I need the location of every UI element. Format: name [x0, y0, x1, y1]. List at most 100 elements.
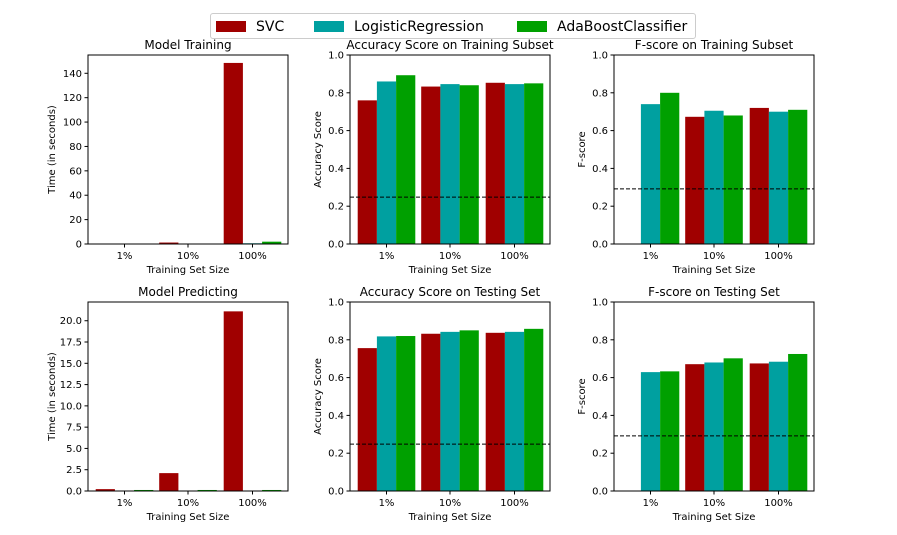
bar-chart5-series2-cat0	[660, 371, 680, 491]
ytick-label-chart5-1: 0.2	[592, 449, 608, 460]
xlabel-chart4: Training Set Size	[408, 512, 492, 523]
axes-frame-chart0	[87, 54, 289, 245]
bar-chart5-series1-cat0	[640, 372, 661, 491]
xtick-label-chart2-2: 100%	[764, 251, 793, 262]
xlabel-chart3: Training Set Size	[146, 512, 230, 523]
chart-title-5: F-score on Testing Set	[648, 285, 780, 299]
xtick-label-chart1-2: 100%	[500, 251, 529, 262]
bar-chart5-series2-cat2	[788, 353, 808, 491]
ytick-label-chart3-7: 17.5	[60, 338, 82, 349]
ytick-label-chart4-2: 0.4	[328, 411, 344, 422]
ytick-label-chart1-2: 0.4	[328, 164, 344, 175]
bar-chart2-series0-cat1	[685, 116, 705, 244]
ytick-label-chart2-2: 0.4	[592, 164, 608, 175]
xtick-label-chart2-1: 10%	[703, 251, 725, 262]
legend-label-logistic-regression: LogisticRegression	[354, 19, 484, 35]
legend-swatch-logistic-regression	[314, 21, 344, 32]
xtick-label-chart5-0: 1%	[643, 498, 659, 509]
ytick-label-chart5-3: 0.6	[592, 373, 608, 384]
ytick-label-chart1-4: 0.8	[328, 88, 344, 99]
ytick-label-chart2-4: 0.8	[592, 88, 608, 99]
xlabel-chart0: Training Set Size	[146, 265, 230, 276]
ytick-label-chart1-0: 0.0	[328, 240, 344, 251]
xtick-label-chart0-0: 1%	[117, 251, 133, 262]
bar-chart5-series0-cat2	[749, 363, 769, 491]
xlabel-chart2: Training Set Size	[672, 265, 756, 276]
ytick-label-chart0-7: 140	[63, 69, 82, 80]
ytick-label-chart1-1: 0.2	[328, 202, 344, 213]
ylabel-chart2: F-score	[577, 131, 588, 167]
bar-chart0-series0-cat2	[223, 62, 243, 245]
ytick-label-chart2-5: 1.0	[592, 51, 608, 62]
ytick-label-chart2-1: 0.2	[592, 202, 608, 213]
bar-chart3-series0-cat0	[95, 489, 115, 491]
bar-chart2-series1-cat0	[640, 104, 661, 244]
bar-chart1-series1-cat0	[376, 81, 397, 245]
ytick-label-chart0-4: 80	[69, 142, 82, 153]
chart-title-1: Accuracy Score on Training Subset	[346, 38, 553, 52]
bar-chart1-series0-cat2	[485, 82, 505, 244]
ylabel-chart0: Time (in seconds)	[47, 105, 58, 195]
ytick-label-chart5-4: 0.8	[592, 335, 608, 346]
legend-label-svc: SVC	[256, 19, 285, 35]
bar-chart1-series1-cat2	[504, 84, 525, 244]
bar-chart5-series1-cat1	[704, 362, 724, 491]
bar-chart2-series0-cat2	[749, 107, 769, 244]
ytick-label-chart3-8: 20.0	[60, 316, 82, 327]
bar-chart4-series1-cat2	[504, 331, 525, 491]
xtick-label-chart3-0: 1%	[117, 498, 133, 509]
xtick-label-chart5-2: 100%	[764, 498, 793, 509]
bar-chart1-series1-cat1	[440, 84, 460, 244]
ytick-label-chart4-3: 0.6	[328, 373, 344, 384]
chart-title-0: Model Training	[144, 38, 231, 52]
bar-chart3-series2-cat2	[262, 489, 282, 491]
bar-chart4-series0-cat2	[485, 332, 505, 491]
ytick-label-chart3-4: 10.0	[60, 401, 82, 412]
legend-swatch-adaboost	[517, 21, 547, 32]
legend: SVC LogisticRegression AdaBoostClassifie…	[210, 13, 696, 39]
chart-title-3: Model Predicting	[138, 285, 238, 299]
xlabel-chart5: Training Set Size	[672, 512, 756, 523]
bar-chart2-series1-cat2	[768, 111, 789, 244]
ytick-label-chart3-5: 12.5	[60, 380, 82, 391]
bar-chart1-series0-cat0	[357, 100, 377, 244]
ylabel-chart5: F-score	[577, 378, 588, 414]
xtick-label-chart0-2: 100%	[238, 251, 267, 262]
xtick-label-chart5-1: 10%	[703, 498, 725, 509]
ytick-label-chart3-1: 2.5	[66, 465, 82, 476]
bar-chart4-series0-cat1	[421, 333, 441, 491]
bar-chart4-series2-cat0	[396, 336, 416, 491]
bar-chart1-series0-cat1	[421, 86, 441, 244]
legend-swatch-svc	[216, 21, 246, 32]
ylabel-chart3: Time (in seconds)	[47, 352, 58, 442]
ytick-label-chart0-1: 20	[69, 215, 82, 226]
ytick-label-chart4-5: 1.0	[328, 298, 344, 309]
xtick-label-chart1-0: 1%	[379, 251, 395, 262]
legend-label-adaboost: AdaBoostClassifier	[557, 19, 688, 35]
bar-chart4-series0-cat0	[357, 348, 377, 491]
bar-chart2-series1-cat1	[704, 110, 724, 244]
bar-chart1-series2-cat1	[459, 85, 479, 245]
ytick-label-chart0-6: 120	[63, 93, 82, 104]
ylabel-chart4: Accuracy Score	[313, 358, 324, 435]
bar-chart4-series2-cat1	[459, 330, 479, 491]
ytick-label-chart5-0: 0.0	[592, 487, 608, 498]
bar-chart1-series2-cat0	[396, 75, 416, 244]
bar-chart4-series1-cat1	[440, 331, 460, 491]
bar-chart4-series2-cat2	[524, 328, 544, 491]
ytick-label-chart3-3: 7.5	[66, 423, 82, 434]
xtick-label-chart4-2: 100%	[500, 498, 529, 509]
bar-chart3-series0-cat2	[223, 311, 243, 491]
bar-chart5-series2-cat1	[723, 358, 743, 491]
bar-chart2-series2-cat0	[660, 92, 680, 244]
axes-frame-chart3	[87, 301, 289, 492]
chart-title-2: F-score on Training Subset	[635, 38, 794, 52]
ytick-label-chart5-5: 1.0	[592, 298, 608, 309]
bar-chart3-series0-cat1	[159, 473, 179, 491]
ytick-label-chart0-3: 60	[69, 166, 82, 177]
xtick-label-chart2-0: 1%	[643, 251, 659, 262]
bar-chart4-series1-cat0	[376, 336, 397, 491]
bar-chart0-series0-cat1	[159, 242, 179, 244]
ytick-label-chart0-2: 40	[69, 191, 82, 202]
